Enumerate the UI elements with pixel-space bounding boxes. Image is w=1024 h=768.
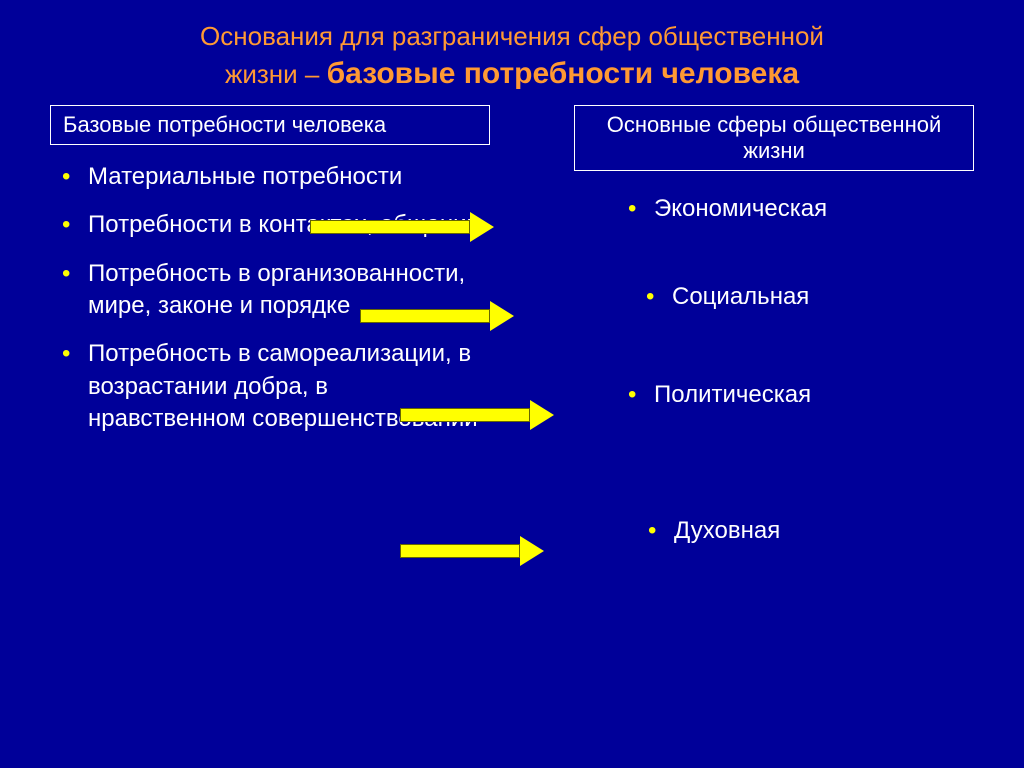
list-item: Экономическая [624, 195, 827, 223]
right-list: Экономическая Социальная Политическая Ду… [574, 171, 974, 671]
left-column-header: Базовые потребности человека [50, 105, 490, 145]
list-item: Политическая [624, 381, 811, 409]
list-item: Потребность в самореализации, в возраста… [58, 336, 490, 449]
left-column: Базовые потребности человека Материальны… [50, 105, 490, 671]
arrow-icon [360, 305, 514, 327]
title-text-1: Основания для разграничения сфер обществ… [200, 21, 824, 51]
arrow-icon [400, 540, 544, 562]
arrow-icon [400, 404, 554, 426]
title-emphasis: базовые потребности человека [327, 57, 799, 90]
content-columns: Базовые потребности человека Материальны… [0, 105, 1024, 671]
title-prefix: жизни – [225, 59, 327, 89]
list-item: Духовная [644, 517, 780, 545]
list-item: Социальная [642, 283, 809, 311]
slide-title: Основания для разграничения сфер обществ… [0, 0, 1024, 105]
right-column-header: Основные сферы общественной жизни [574, 105, 974, 171]
list-item: Материальные потребности [58, 159, 490, 207]
title-line-1: Основания для разграничения сфер обществ… [60, 20, 964, 54]
arrow-icon [310, 216, 494, 238]
right-column: Основные сферы общественной жизни Эконом… [574, 105, 974, 671]
title-line-2: жизни – базовые потребности человека [60, 54, 964, 93]
